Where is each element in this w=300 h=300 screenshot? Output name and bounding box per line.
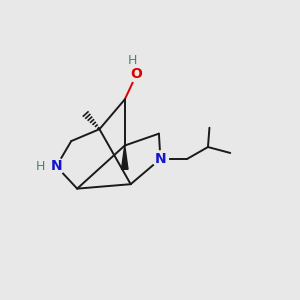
Text: H: H bbox=[128, 54, 137, 67]
Circle shape bbox=[48, 158, 65, 175]
Text: H: H bbox=[35, 160, 45, 173]
Text: N: N bbox=[154, 152, 166, 166]
Polygon shape bbox=[122, 146, 128, 169]
Text: O: O bbox=[131, 67, 142, 81]
Circle shape bbox=[129, 66, 145, 82]
Circle shape bbox=[152, 151, 168, 167]
Text: N: N bbox=[51, 159, 62, 173]
